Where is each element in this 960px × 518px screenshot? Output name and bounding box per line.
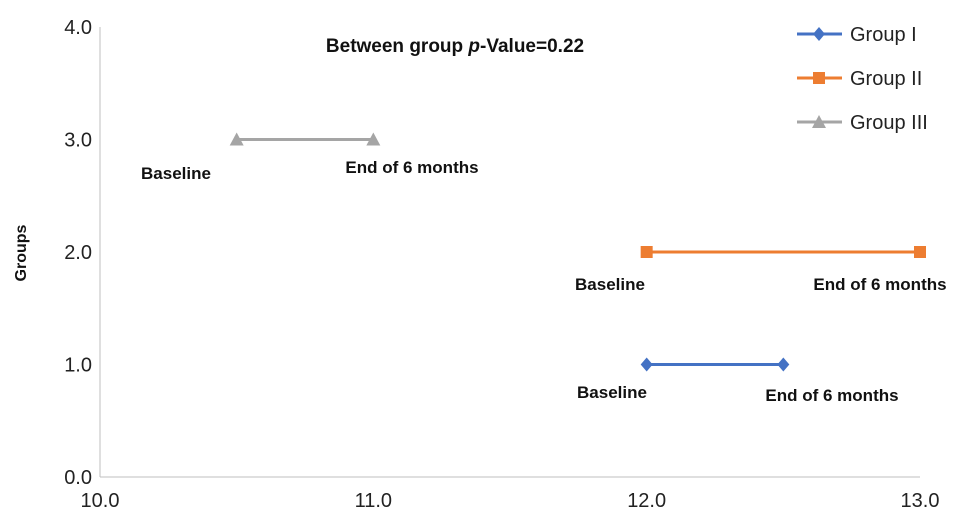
legend-item-2: Group II [797, 68, 922, 90]
series-lines [229, 132, 926, 372]
y-tick-label: 0.0 [64, 467, 92, 489]
y-tick-label: 3.0 [64, 130, 92, 152]
series-3 [229, 132, 381, 146]
data-point [914, 246, 926, 258]
legend-label: Group II [850, 68, 922, 90]
y-tick-label: 4.0 [64, 17, 92, 39]
point-label: Baseline [577, 383, 647, 402]
data-point [777, 357, 790, 372]
legend-marker [813, 72, 825, 84]
data-point [366, 132, 381, 146]
y-axis-label: Groups [13, 224, 30, 281]
chart-title-p: p [467, 36, 480, 57]
point-label: Baseline [141, 164, 211, 183]
chart-title-part-3: -Value=0.22 [480, 36, 584, 57]
series-2 [640, 246, 926, 258]
x-tick-label: 11.0 [355, 490, 392, 512]
data-point [640, 246, 653, 258]
point-label: End of 6 months [813, 275, 946, 294]
point-label: End of 6 months [765, 386, 898, 405]
legend-label: Group I [850, 24, 917, 46]
legend-item-1: Group I [797, 24, 917, 46]
legend-marker [813, 27, 825, 41]
legend-label: Group III [850, 112, 928, 134]
chart-title-part-1: Between group [326, 36, 469, 57]
y-tick-label: 2.0 [64, 242, 92, 264]
point-label: Baseline [575, 275, 645, 294]
series-1 [640, 357, 790, 372]
x-tick-label: 12.0 [627, 490, 666, 512]
axes: 0.0 1.0 2.0 3.0 4.0 10.0 11.0 12.0 13.0 [64, 17, 939, 512]
chart-title: Between group p-Value=0.22 [326, 36, 584, 57]
x-tick-label: 10.0 [81, 490, 120, 512]
legend-item-3: Group III [797, 112, 928, 134]
point-labels: Baseline End of 6 months Baseline End of 6 … [141, 158, 947, 405]
legend-marker [812, 115, 826, 128]
x-tick-label: 13.0 [901, 490, 940, 512]
data-point [640, 357, 653, 372]
point-label: End of 6 months [345, 158, 478, 177]
legend: Group I Group II Group III [797, 24, 928, 134]
y-tick-label: 1.0 [64, 355, 92, 377]
data-point [229, 132, 244, 146]
